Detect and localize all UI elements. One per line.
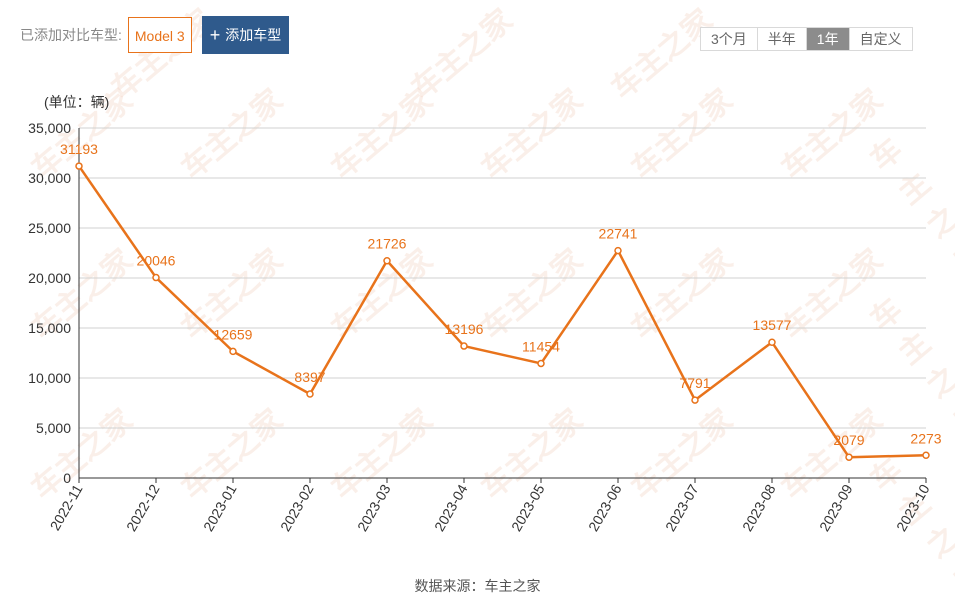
tab-half-year[interactable]: 半年 [757,28,807,50]
x-tick-label: 2023-07 [662,481,702,534]
data-point [306,390,314,398]
unit-label: (单位：辆) [44,94,110,110]
y-tick-label: 35,000 [28,120,71,136]
x-tick-label: 2023-10 [893,481,933,534]
y-tick-label: 10,000 [28,370,71,386]
tab-custom[interactable]: 自定义 [849,28,912,50]
x-tick-label: 2023-01 [200,481,240,534]
data-point [691,396,699,404]
x-tick-label: 2022-11 [47,481,86,533]
y-tick-label: 15,000 [28,320,71,336]
y-tick-label: 30,000 [28,170,71,186]
x-tick-label: 2022-12 [123,481,163,534]
tab-1-year[interactable]: 1年 [806,28,850,50]
data-point [922,451,930,460]
data-point [614,246,622,255]
data-point [768,338,776,346]
add-model-button[interactable]: + 添加车型 [201,16,290,54]
tab-3-months[interactable]: 3个月 [701,28,758,50]
compare-label: 已添加对比车型: [20,27,122,43]
x-tick-label: 2023-02 [277,481,317,534]
data-label: 20046 [137,253,176,269]
data-label: 22741 [599,226,638,242]
x-tick-label: 2023-05 [508,481,548,534]
data-point [383,256,391,265]
model-tag-model-3[interactable]: Model 3 [127,17,192,53]
x-tick-label: 2023-06 [585,481,625,534]
data-label: 7791 [679,375,710,391]
x-tick-label: 2023-04 [431,481,471,534]
data-point [75,162,83,170]
data-label: 13577 [753,317,792,333]
y-tick-label: 0 [63,470,71,486]
add-model-label: 添加车型 [225,27,282,43]
y-tick-label: 25,000 [28,220,71,236]
data-source: 数据来源：车主之家 [414,578,541,594]
range-tabs: 3个月 半年 1年 自定义 [700,27,913,51]
y-tick-label: 20,000 [28,270,71,286]
data-label: 21726 [368,236,407,252]
data-label: 11454 [522,338,560,354]
data-label: 2273 [910,430,941,446]
data-point [460,342,468,350]
data-point [229,347,237,356]
data-point [537,359,545,368]
data-label: 8397 [294,369,325,385]
data-label: 31193 [60,141,98,157]
x-tick-label: 2023-09 [816,481,856,534]
sales-line-chart: 0 5,000 10,000 15,000 20,000 25,000 30,000 35,0… [28,120,942,534]
compare-bar: 已添加对比车型: Model 3 + 添加车型 [20,16,290,54]
x-tick-label: 2023-03 [354,481,394,534]
plus-icon: + [209,25,221,45]
data-label: 12659 [214,326,253,342]
series-line [77,165,927,459]
data-point [152,273,160,282]
y-tick-label: 5,000 [36,420,71,436]
data-label: 2079 [833,432,864,448]
data-label: 13196 [445,321,484,337]
x-tick-label: 2023-08 [739,481,779,534]
data-point [845,453,853,461]
